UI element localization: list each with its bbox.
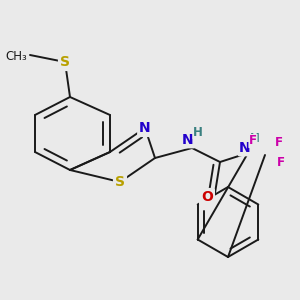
Text: F: F [277,157,285,169]
Text: O: O [201,190,213,204]
Text: H: H [193,125,203,139]
Text: H: H [250,133,260,146]
Text: F: F [275,136,283,149]
Text: F: F [249,134,257,148]
Text: CH₃: CH₃ [5,50,27,62]
Text: S: S [60,55,70,69]
Text: N: N [139,121,151,135]
Text: N: N [239,141,251,155]
Text: N: N [182,133,194,147]
Text: S: S [115,175,125,189]
